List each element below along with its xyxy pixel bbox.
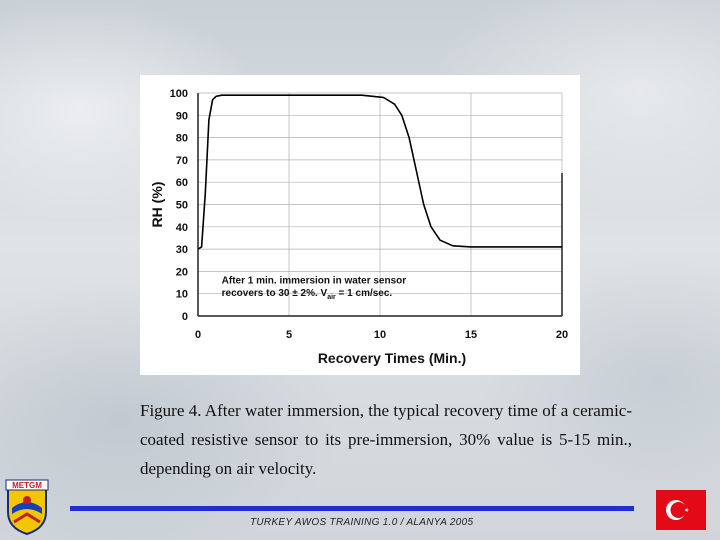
- y-tick-label: 70: [176, 155, 188, 167]
- footer-divider: [70, 506, 634, 511]
- chart-annotation-line-2: recovers to 30 ± 2%. Vair = 1 cm/sec.: [222, 288, 393, 301]
- y-tick-label: 0: [182, 311, 188, 323]
- annotation-text-post: = 1 cm/sec.: [336, 288, 393, 299]
- x-tick-label: 5: [286, 329, 292, 341]
- y-tick-label: 50: [176, 200, 188, 212]
- annotation-text-pre: recovers to 30 ± 2%. V: [222, 288, 328, 299]
- chart-panel: 0 10 20 30 40 50 60 70 80 90 100 0 5 10 15 20 RH (%) Re…: [140, 75, 580, 375]
- x-tick-label: 20: [556, 329, 568, 341]
- chart-annotation-line-1: After 1 min. immersion in water sensor: [222, 276, 407, 287]
- turkey-flag-icon: [656, 490, 706, 530]
- y-axis-label: RH (%): [149, 182, 165, 228]
- y-tick-label: 90: [176, 110, 188, 122]
- y-tick-label: 30: [176, 244, 188, 256]
- x-tick-label: 10: [374, 329, 386, 341]
- y-tick-label: 60: [176, 177, 188, 189]
- annotation-subscript: air: [327, 294, 336, 301]
- x-tick-label: 15: [465, 329, 477, 341]
- metgm-emblem-icon: METGM: [5, 479, 49, 536]
- rh-recovery-chart: 0 10 20 30 40 50 60 70 80 90 100 0 5 10 15 20 RH (%) Re…: [149, 88, 568, 366]
- x-tick-label: 0: [195, 329, 201, 341]
- logo-text: METGM: [12, 481, 42, 490]
- figure-caption: Figure 4. After water immersion, the typ…: [140, 401, 632, 478]
- y-tick-label: 100: [170, 88, 188, 100]
- y-tick-label: 10: [176, 289, 188, 301]
- x-axis-label: Recovery Times (Min.): [318, 350, 466, 366]
- y-tick-label: 20: [176, 266, 188, 278]
- footer-text: TURKEY AWOS TRAINING 1.0 / ALANYA 2005: [250, 517, 474, 528]
- y-tick-label: 80: [176, 133, 188, 145]
- y-tick-label: 40: [176, 222, 188, 234]
- series-line: [197, 94, 562, 250]
